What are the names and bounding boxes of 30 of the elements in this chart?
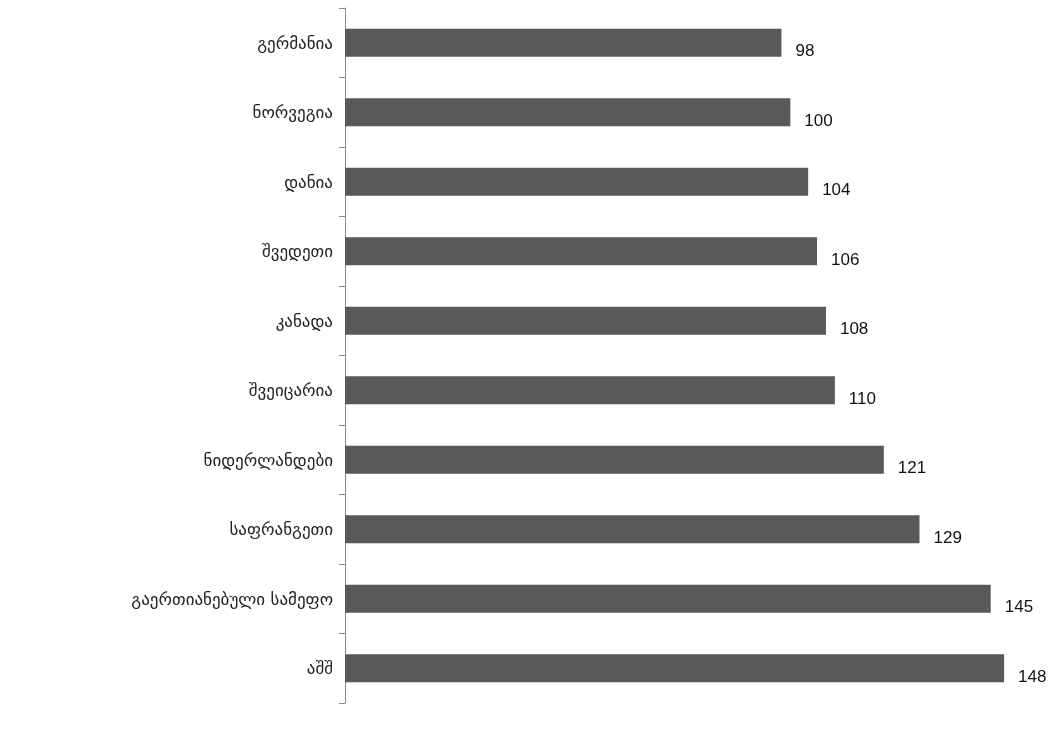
bar xyxy=(345,98,791,127)
data-label: 110 xyxy=(848,388,876,408)
data-label: 129 xyxy=(933,527,962,547)
bar xyxy=(345,515,920,544)
data-label: 121 xyxy=(897,458,927,478)
data-label: 108 xyxy=(839,319,869,339)
y-tick-label: კანადა xyxy=(275,310,333,331)
bar xyxy=(345,28,782,57)
data-label: 145 xyxy=(1004,597,1034,617)
bar xyxy=(345,237,818,266)
data-label: 100 xyxy=(804,110,833,130)
y-tick-label: გერმანია xyxy=(257,32,333,53)
bar xyxy=(345,445,884,474)
bar xyxy=(345,654,1005,683)
data-label: 106 xyxy=(831,249,860,269)
bar xyxy=(345,376,835,405)
data-label: 148 xyxy=(1018,666,1047,686)
y-tick-label: საფრანგეთი xyxy=(229,519,333,540)
y-tick-label: შვეიცარია xyxy=(248,380,333,401)
y-tick-label: ნიდერლანდები xyxy=(203,449,333,470)
y-tick-label: აშშ xyxy=(306,658,333,679)
bar xyxy=(345,584,991,613)
y-tick-label: დანია xyxy=(284,171,333,192)
y-tick-label: ნორვეგია xyxy=(252,102,333,123)
data-label: 104 xyxy=(822,180,851,200)
data-label: 98 xyxy=(795,41,815,61)
y-tick-label: გაერთიანებული სამეფო xyxy=(131,588,333,609)
bar xyxy=(345,306,826,335)
y-tick-label: შვედეთი xyxy=(261,241,333,262)
bar xyxy=(345,167,809,196)
